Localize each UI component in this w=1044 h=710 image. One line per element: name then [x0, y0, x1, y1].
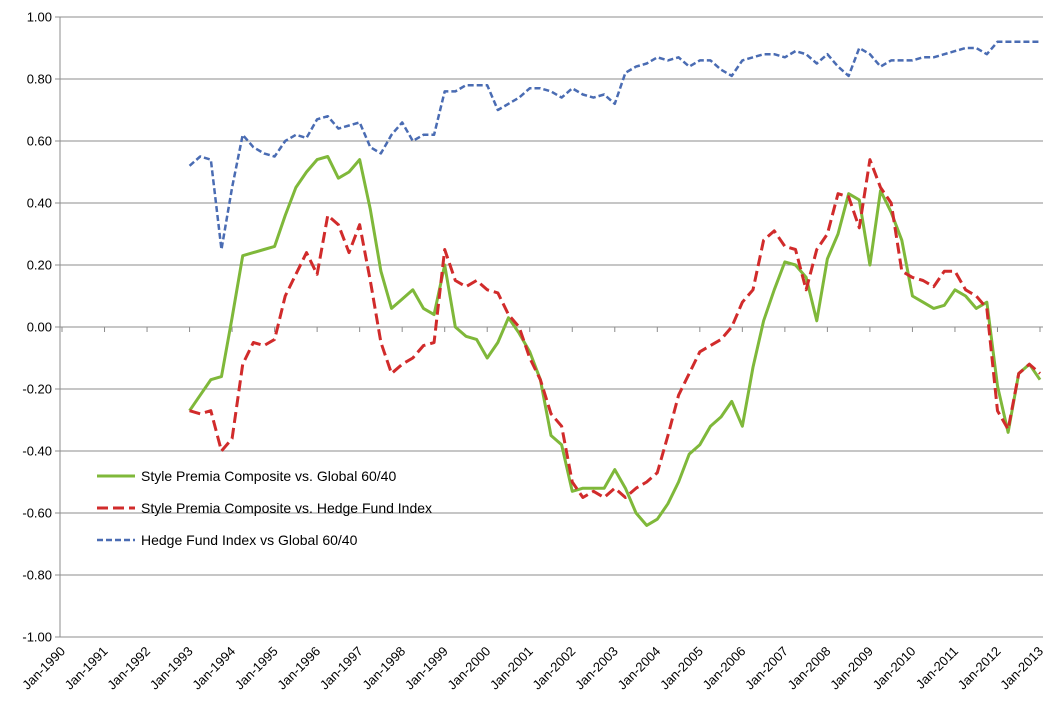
y-tick-label: 0.00 — [27, 320, 52, 335]
x-tick-label: Jan-2003 — [572, 644, 621, 693]
x-tick-label: Jan-2005 — [657, 644, 706, 693]
series-line — [188, 155, 1042, 527]
series-line — [188, 40, 1040, 251]
y-tick-label: -0.80 — [22, 568, 52, 583]
y-tick-label: 0.20 — [27, 258, 52, 273]
x-tick-label: Jan-2009 — [827, 644, 876, 693]
y-tick-label: 0.60 — [27, 134, 52, 149]
x-tick-label: Jan-2013 — [997, 644, 1044, 693]
x-tick-label: Jan-2004 — [614, 644, 663, 693]
x-tick-label: Jan-2010 — [870, 644, 919, 693]
x-tick-label: Jan-1991 — [62, 644, 111, 693]
x-tick-label: Jan-2002 — [529, 644, 578, 693]
series-line — [189, 158, 1041, 499]
x-tick-label: Jan-1997 — [317, 644, 366, 693]
x-tick-label: Jan-2001 — [487, 644, 536, 693]
x-tick-label: Jan-1994 — [189, 644, 238, 693]
y-tick-label: -0.40 — [22, 444, 52, 459]
x-tick-label: Jan-1998 — [359, 644, 408, 693]
x-tick-label: Jan-1992 — [104, 644, 153, 693]
legend: Style Premia Composite vs. Global 60/40 S… — [95, 466, 455, 562]
x-tick-label: Jan-2006 — [700, 644, 749, 693]
legend-entry: Style Premia Composite vs. Hedge Fund In… — [95, 498, 455, 518]
x-tick-label: Jan-1990 — [19, 644, 68, 693]
x-tick-label: Jan-1996 — [274, 644, 323, 693]
x-tick-label: Jan-1995 — [232, 644, 281, 693]
legend-swatch — [97, 538, 135, 542]
y-tick-label: 1.00 — [27, 10, 52, 25]
legend-swatch — [97, 506, 135, 510]
y-tick-label: -0.60 — [22, 506, 52, 521]
legend-entry: Hedge Fund Index vs Global 60/40 — [95, 530, 455, 550]
x-tick-label: Jan-2000 — [444, 644, 493, 693]
legend-swatch — [97, 474, 135, 478]
x-tick-label: Jan-1999 — [402, 644, 451, 693]
x-tick-label: Jan-2011 — [913, 644, 961, 692]
legend-label: Hedge Fund Index vs Global 60/40 — [141, 532, 358, 548]
y-tick-label: 0.80 — [27, 72, 52, 87]
x-tick-label: Jan-2012 — [955, 644, 1004, 693]
y-tick-label: -0.20 — [22, 382, 52, 397]
x-tick-label: Jan-1993 — [147, 644, 196, 693]
x-tick-label: Jan-2008 — [785, 644, 834, 693]
legend-label: Style Premia Composite vs. Global 60/40 — [141, 468, 397, 484]
x-tick-label: Jan-2007 — [742, 644, 791, 693]
y-tick-label: -1.00 — [22, 630, 52, 645]
legend-label: Style Premia Composite vs. Hedge Fund In… — [141, 500, 433, 516]
y-tick-label: 0.40 — [27, 196, 52, 211]
legend-entry: Style Premia Composite vs. Global 60/40 — [95, 466, 455, 486]
